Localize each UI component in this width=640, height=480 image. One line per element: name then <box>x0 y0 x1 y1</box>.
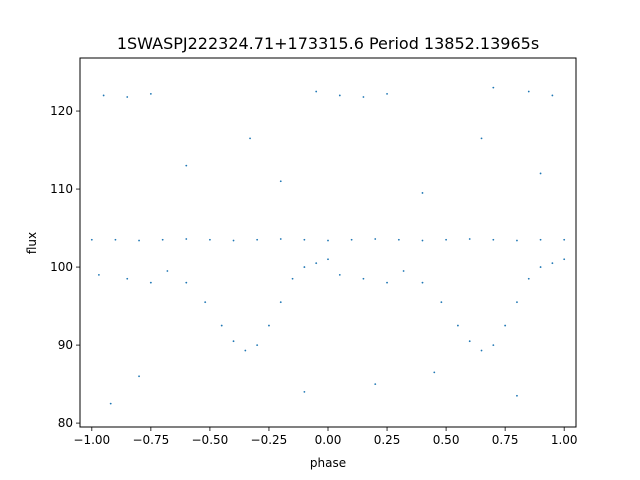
data-point <box>492 344 495 346</box>
data-point <box>185 281 188 284</box>
x-axis-label: phase <box>310 456 346 470</box>
scatter-points <box>90 86 566 405</box>
data-point <box>327 239 329 242</box>
data-point <box>386 281 388 284</box>
data-point <box>279 301 282 304</box>
data-point <box>98 273 100 276</box>
x-tick-label: −0.25 <box>251 433 288 447</box>
data-point <box>350 238 353 241</box>
data-point <box>232 239 235 242</box>
data-point <box>161 238 164 241</box>
data-point <box>516 301 518 304</box>
data-point <box>303 390 306 393</box>
data-point <box>468 238 471 240</box>
x-tick-label: 0.25 <box>374 433 401 447</box>
data-point <box>291 277 294 280</box>
chart-title: 1SWASPJ222324.71+173315.6 Period 13852.1… <box>117 34 539 53</box>
data-point <box>457 324 459 327</box>
data-point <box>185 238 188 240</box>
data-point <box>90 238 93 241</box>
data-point <box>551 262 554 265</box>
y-tick-label: 110 <box>50 182 73 196</box>
data-point <box>504 324 507 327</box>
x-tick-label: 0.75 <box>492 433 519 447</box>
data-point <box>109 402 112 405</box>
data-point <box>126 277 129 280</box>
data-point <box>268 324 270 327</box>
data-point <box>102 94 105 97</box>
x-tick-label: −0.75 <box>132 433 169 447</box>
y-axis-ticks: 80 90 100 110 120 <box>50 104 80 430</box>
data-point <box>149 281 152 284</box>
y-tick-label: 120 <box>50 104 73 118</box>
data-point <box>527 277 530 280</box>
data-point <box>492 86 495 89</box>
x-tick-label: 0.00 <box>315 433 342 447</box>
data-point <box>232 340 235 343</box>
data-point <box>468 340 471 343</box>
data-point <box>539 238 542 241</box>
data-point <box>563 238 566 241</box>
data-point <box>185 164 188 167</box>
data-point <box>138 239 140 242</box>
data-point <box>362 96 365 98</box>
data-point <box>166 270 169 272</box>
data-point <box>539 266 542 268</box>
data-point <box>421 192 424 194</box>
data-point <box>516 394 518 397</box>
data-point <box>516 239 518 242</box>
data-point <box>220 324 223 327</box>
data-point <box>315 262 318 265</box>
data-point <box>279 180 282 183</box>
data-point <box>551 94 554 97</box>
data-point <box>256 344 259 346</box>
data-point <box>362 277 365 280</box>
x-axis-ticks: −1.00 −0.75 −0.50 −0.25 0.00 0.25 0.50 0.75 1.00 <box>73 427 578 447</box>
data-point <box>386 92 388 95</box>
data-point <box>204 301 207 304</box>
data-point <box>338 273 341 276</box>
data-point <box>315 90 318 93</box>
x-tick-label: 0.50 <box>433 433 460 447</box>
data-point <box>209 238 211 241</box>
data-point <box>397 238 400 241</box>
x-tick-label: 1.00 <box>551 433 578 447</box>
data-point <box>244 349 247 352</box>
data-point <box>539 172 542 175</box>
data-point <box>374 238 377 240</box>
y-tick-label: 90 <box>58 338 73 352</box>
data-point <box>421 239 424 242</box>
data-point <box>256 238 259 241</box>
data-point <box>374 383 377 385</box>
data-point <box>445 238 447 241</box>
data-point <box>402 270 405 272</box>
data-point <box>421 281 424 284</box>
data-point <box>279 238 282 240</box>
data-point <box>527 90 530 93</box>
data-point <box>338 94 341 97</box>
data-point <box>303 266 306 268</box>
y-tick-label: 80 <box>58 416 73 430</box>
data-point <box>138 375 140 378</box>
data-point <box>303 238 306 241</box>
data-point <box>327 258 329 261</box>
data-point <box>433 371 436 374</box>
data-point <box>149 92 152 95</box>
data-point <box>480 349 483 352</box>
data-point <box>440 301 443 304</box>
x-tick-label: −1.00 <box>73 433 110 447</box>
data-point <box>563 258 566 261</box>
data-point <box>114 238 117 241</box>
y-tick-label: 100 <box>50 260 73 274</box>
data-point <box>126 96 129 98</box>
x-tick-label: −0.50 <box>192 433 229 447</box>
data-point <box>249 137 251 140</box>
data-point <box>492 238 495 241</box>
y-axis-label: flux <box>25 232 39 254</box>
data-point <box>480 137 483 140</box>
